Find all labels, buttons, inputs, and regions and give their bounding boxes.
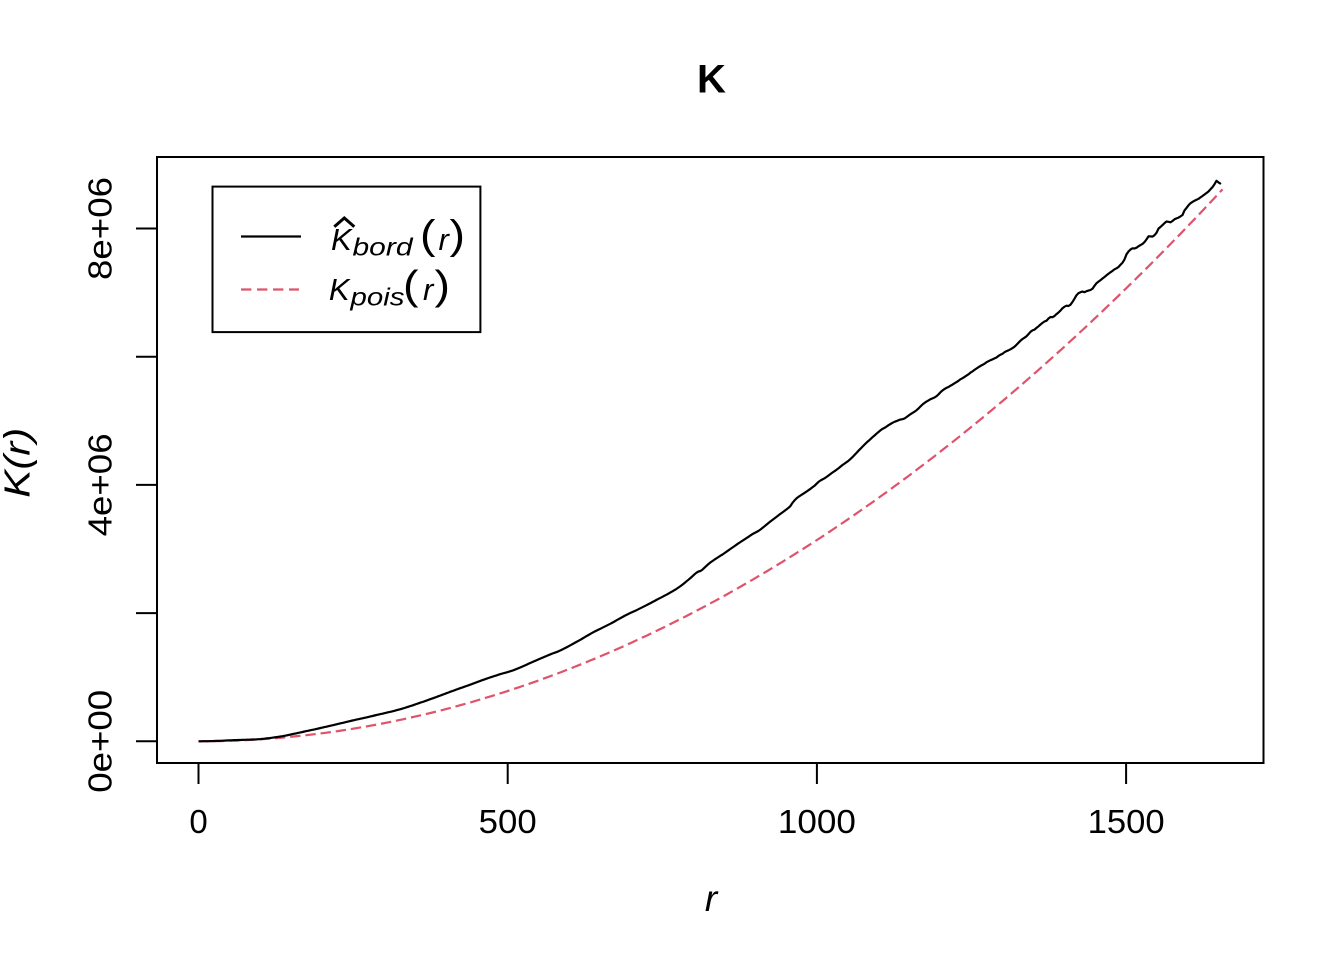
svg-text:8e+06: 8e+06	[82, 177, 119, 280]
svg-text:(: (	[403, 262, 419, 308]
svg-text:1500: 1500	[1088, 803, 1165, 840]
svg-text:4e+06: 4e+06	[82, 433, 119, 536]
svg-text:K(r): K(r)	[0, 428, 38, 498]
svg-text:): )	[435, 262, 451, 308]
svg-text:K: K	[329, 272, 351, 307]
svg-text:bord: bord	[353, 234, 414, 262]
svg-text:K: K	[697, 58, 726, 102]
svg-text:pois: pois	[349, 284, 404, 312]
svg-text:r: r	[439, 222, 451, 257]
svg-text:r: r	[705, 878, 719, 919]
svg-text:1000: 1000	[778, 803, 856, 840]
svg-text:0e+00: 0e+00	[82, 690, 119, 793]
svg-text:K: K	[331, 222, 353, 257]
svg-text:0: 0	[189, 803, 207, 840]
svg-text:r: r	[423, 272, 435, 307]
svg-text:(: (	[420, 212, 436, 258]
svg-text:500: 500	[479, 803, 537, 840]
svg-text:): )	[450, 212, 466, 258]
